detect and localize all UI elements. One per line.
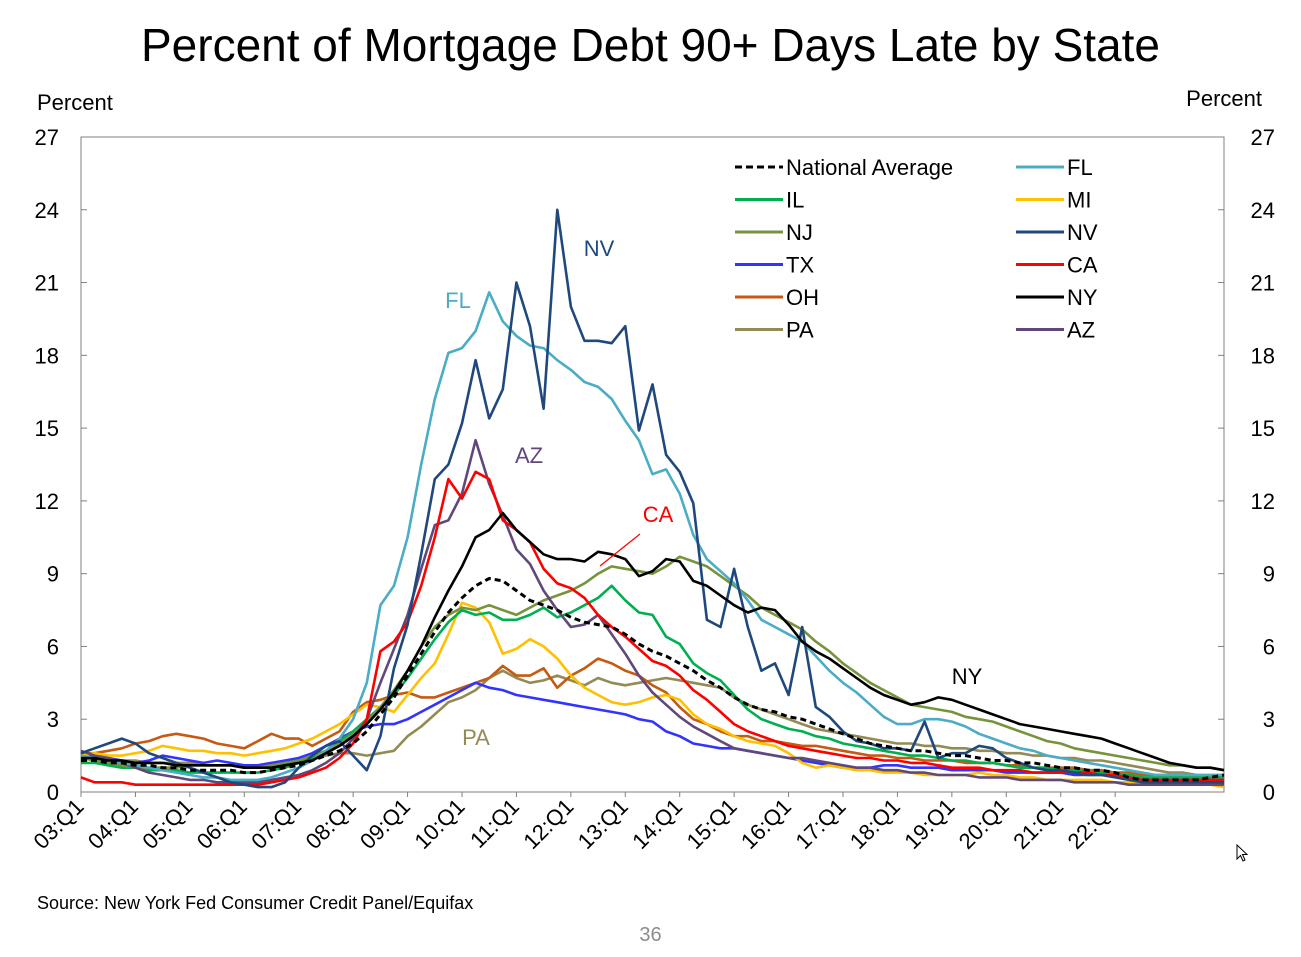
y-tick-label-right: 27 [1251,125,1275,150]
annotation-fl: FL [445,288,471,313]
x-tick-label: 18:Q1 [845,794,905,854]
y-tick-label-left: 15 [35,416,59,441]
legend-label-ca: CA [1067,253,1098,278]
series-line-fl [81,292,1224,780]
legend-label-pa: PA [786,318,814,343]
y-tick-label-left: 3 [47,707,59,732]
pointer-arrow-icon [1236,844,1250,864]
x-tick-label: 07:Q1 [246,794,306,854]
y-tick-label-left: 21 [35,271,59,296]
series-line-az [81,440,1224,785]
x-tick-label: 10:Q1 [409,794,469,854]
annotation-ny: NY [952,664,983,689]
legend-label-oh: OH [786,285,819,310]
annotation-ca: CA [643,502,674,527]
x-tick-label: 09:Q1 [355,794,415,854]
x-tick-label: 14:Q1 [627,794,687,854]
x-tick-label: 06:Q1 [192,794,252,854]
page-number: 36 [0,924,1301,947]
annotation-az: AZ [515,443,543,468]
y-tick-label-left: 18 [35,343,59,368]
x-tick-label: 16:Q1 [736,794,796,854]
x-tick-label: 20:Q1 [954,794,1014,854]
y-tick-label-left: 24 [35,198,59,223]
annotation-nv: NV [584,236,615,261]
y-axis-label-left: Percent [37,90,113,115]
x-tick-label: 08:Q1 [301,794,361,854]
x-tick-label: 15:Q1 [682,794,742,854]
y-tick-label-right: 18 [1251,343,1275,368]
y-tick-label-left: 6 [47,634,59,659]
legend-label-nv: NV [1067,220,1098,245]
y-tick-label-left: 27 [35,125,59,150]
x-tick-label: 22:Q1 [1063,794,1123,854]
y-tick-label-left: 12 [35,489,59,514]
y-tick-label-right: 3 [1263,707,1275,732]
legend-label-il: IL [786,188,804,213]
x-tick-label: 12:Q1 [518,794,578,854]
y-tick-label-right: 12 [1251,489,1275,514]
series-line-ny [81,513,1224,770]
legend-label-ny: NY [1067,285,1098,310]
legend-label-az: AZ [1067,318,1095,343]
legend-label-fl: FL [1067,155,1093,180]
y-tick-label-right: 21 [1251,271,1275,296]
y-tick-label-right: 15 [1251,416,1275,441]
x-tick-label: 17:Q1 [790,794,850,854]
y-tick-label-right: 0 [1263,780,1275,805]
series-line-oh [81,659,1224,778]
y-tick-label-right: 24 [1251,198,1275,223]
legend-label-tx: TX [786,253,814,278]
legend-label-nj: NJ [786,220,813,245]
y-tick-label-left: 9 [47,562,59,587]
x-tick-label: 05:Q1 [137,794,197,854]
legend-label-national-average: National Average [786,155,953,180]
x-tick-label: 19:Q1 [899,794,959,854]
series-line-mi [81,603,1224,787]
y-axis-label-right: Percent [1186,86,1262,111]
source-note: Source: New York Fed Consumer Credit Pan… [37,893,473,914]
series-line-nj [81,557,1224,771]
annotation-pointer-ca [600,534,640,566]
x-tick-label: 04:Q1 [83,794,143,854]
y-tick-label-right: 6 [1263,634,1275,659]
y-tick-label-right: 9 [1263,562,1275,587]
x-tick-label: 21:Q1 [1008,794,1068,854]
legend-label-mi: MI [1067,188,1091,213]
x-tick-label: 11:Q1 [465,794,524,853]
annotation-pa: PA [462,725,490,750]
y-tick-label-left: 0 [47,780,59,805]
x-tick-label: 13:Q1 [573,794,633,854]
